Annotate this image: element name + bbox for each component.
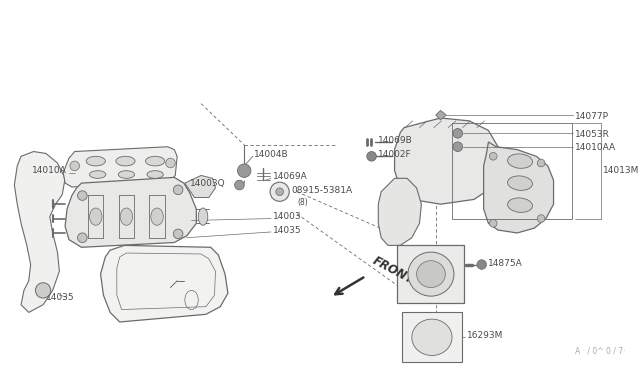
Bar: [452, 123, 572, 219]
Polygon shape: [63, 147, 177, 187]
Ellipse shape: [116, 156, 135, 166]
Ellipse shape: [120, 208, 132, 225]
Circle shape: [35, 283, 51, 298]
Ellipse shape: [147, 171, 163, 178]
Text: 14003Q: 14003Q: [189, 179, 225, 187]
Polygon shape: [100, 246, 228, 322]
Circle shape: [453, 129, 463, 138]
Circle shape: [166, 158, 175, 168]
Ellipse shape: [417, 261, 445, 288]
Circle shape: [490, 153, 497, 160]
Circle shape: [70, 161, 79, 171]
Ellipse shape: [412, 319, 452, 356]
Polygon shape: [14, 151, 65, 312]
Text: 16293M: 16293M: [467, 331, 504, 340]
Text: 14077P: 14077P: [575, 112, 609, 121]
Circle shape: [537, 159, 545, 167]
Circle shape: [490, 219, 497, 227]
Ellipse shape: [151, 208, 163, 225]
Polygon shape: [65, 177, 196, 247]
Circle shape: [77, 191, 87, 201]
Circle shape: [367, 151, 376, 161]
Circle shape: [77, 233, 87, 243]
Polygon shape: [484, 142, 554, 233]
Polygon shape: [378, 178, 421, 246]
Text: 14035: 14035: [273, 225, 301, 235]
Ellipse shape: [508, 176, 532, 190]
Circle shape: [173, 229, 183, 239]
Polygon shape: [185, 176, 216, 198]
Text: 14013M: 14013M: [604, 166, 640, 175]
Circle shape: [173, 185, 183, 195]
Ellipse shape: [508, 154, 532, 169]
Bar: [397, 246, 465, 303]
Circle shape: [477, 260, 486, 269]
Circle shape: [237, 164, 251, 177]
Ellipse shape: [198, 208, 208, 225]
Ellipse shape: [145, 156, 164, 166]
Text: A · / 0^ 0 / 7·: A · / 0^ 0 / 7·: [575, 346, 625, 355]
Ellipse shape: [90, 208, 102, 225]
Polygon shape: [395, 118, 498, 204]
Ellipse shape: [408, 252, 454, 296]
Circle shape: [276, 188, 284, 196]
Text: 14053R: 14053R: [575, 130, 609, 139]
Ellipse shape: [86, 156, 106, 166]
Text: 14010AA: 14010AA: [575, 143, 616, 152]
Text: FRONT: FRONT: [371, 254, 417, 286]
Text: 14002F: 14002F: [378, 150, 412, 159]
Polygon shape: [436, 110, 446, 120]
Ellipse shape: [508, 198, 532, 212]
Text: 08915-5381A: 08915-5381A: [291, 186, 352, 195]
Text: 14003: 14003: [273, 212, 301, 221]
Ellipse shape: [90, 171, 106, 178]
Circle shape: [453, 142, 463, 151]
Ellipse shape: [118, 171, 134, 178]
Text: 14875A: 14875A: [488, 259, 523, 268]
Text: 14069A: 14069A: [273, 172, 308, 181]
Text: 14069B: 14069B: [378, 135, 413, 145]
Circle shape: [537, 215, 545, 222]
Text: 14035: 14035: [46, 293, 75, 302]
Text: 14004B: 14004B: [254, 150, 289, 159]
Bar: [402, 312, 461, 362]
Circle shape: [270, 182, 289, 201]
Text: (8): (8): [297, 198, 308, 207]
Text: 14010A: 14010A: [32, 166, 67, 175]
Circle shape: [235, 180, 244, 190]
